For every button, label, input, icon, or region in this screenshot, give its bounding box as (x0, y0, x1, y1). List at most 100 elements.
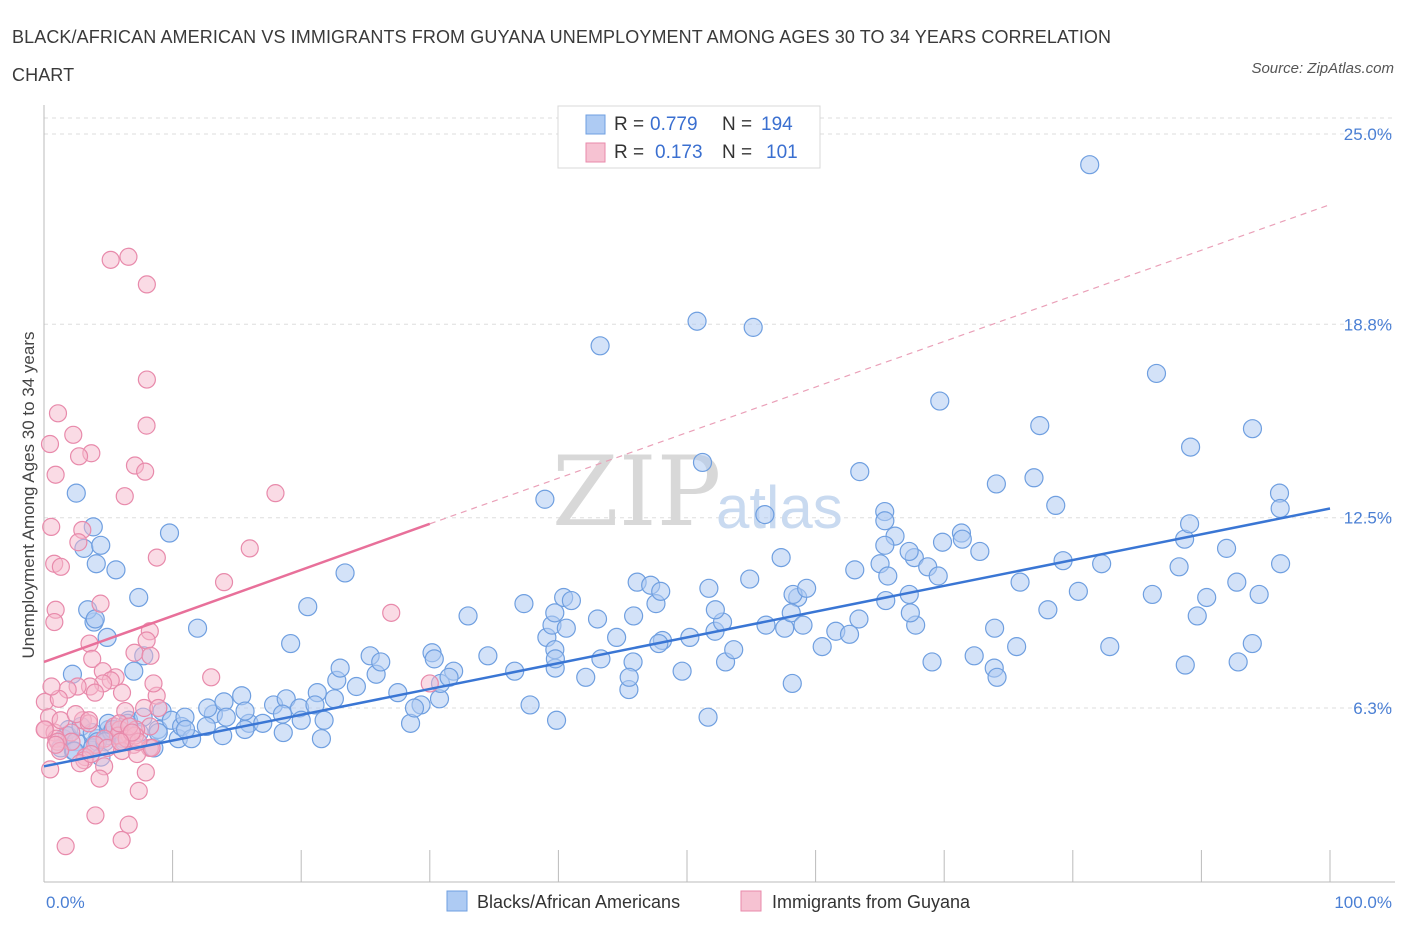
correlation-legend: R = 0.779 N = 194 R = 0.173 N = 101 (557, 105, 821, 169)
data-point-pink (266, 484, 285, 503)
chart-title: BLACK/AFRICAN AMERICAN VS IMMIGRANTS FRO… (12, 27, 1112, 85)
data-point-pink (86, 806, 105, 825)
data-point-blue (1010, 572, 1030, 592)
data-point-blue (743, 317, 763, 337)
data-point-blue (698, 707, 718, 727)
data-point-blue (1228, 652, 1248, 672)
data-point-blue (1180, 437, 1201, 457)
legend-n-value-2: 101 (766, 142, 798, 163)
data-point-blue (124, 661, 144, 681)
data-point-blue (1169, 557, 1189, 577)
x-tick-label: 100.0% (1334, 893, 1392, 912)
data-point-blue (624, 606, 644, 626)
data-point-blue (66, 483, 86, 503)
data-point-pink (141, 646, 160, 665)
data-point-pink (85, 683, 105, 702)
data-point-blue (1175, 655, 1195, 675)
data-point-blue (1146, 363, 1167, 384)
data-point-pink (144, 674, 163, 693)
data-point-blue (576, 667, 596, 687)
data-point-blue (970, 541, 990, 562)
data-point-blue (1092, 554, 1112, 574)
data-point-blue (987, 667, 1007, 687)
data-point-blue (314, 710, 334, 730)
legend-r-value-2: 0.173 (655, 142, 703, 163)
data-point-blue (672, 661, 692, 681)
data-point-blue (1100, 637, 1120, 657)
data-point-pink (81, 744, 101, 764)
data-point-pink (56, 837, 75, 856)
data-point-blue (1038, 600, 1058, 620)
data-point-pink (147, 548, 166, 567)
data-point-blue (705, 600, 725, 620)
data-point-blue (1046, 495, 1066, 516)
data-point-blue (590, 336, 610, 356)
watermark-zip: ZIP (552, 436, 721, 548)
data-point-blue (305, 695, 325, 715)
y-tick-label: 12.5% (1344, 509, 1392, 528)
data-point-pink (46, 735, 65, 754)
y-tick-label: 6.3% (1353, 699, 1392, 718)
data-point-pink (64, 425, 83, 444)
data-point-pink (136, 462, 155, 481)
data-point-blue (849, 609, 869, 629)
legend-r-label-2: R = (614, 142, 644, 163)
data-point-blue (1187, 606, 1207, 626)
data-point-blue (687, 311, 707, 331)
data-point-blue (324, 689, 344, 709)
data-point-blue (587, 609, 608, 629)
data-point-pink (42, 677, 61, 696)
trend-lines (43, 204, 1331, 768)
data-point-pink (119, 247, 138, 266)
data-point-blue (1180, 514, 1200, 534)
data-point-blue (281, 633, 301, 654)
data-point-blue (876, 590, 896, 611)
data-point-pink (119, 815, 138, 834)
data-point-blue (1068, 581, 1088, 601)
axes (43, 105, 1395, 883)
data-point-blue (839, 624, 860, 644)
data-point-pink (111, 732, 130, 751)
x-tick-label: 0.0% (46, 893, 85, 912)
data-point-blue (129, 587, 149, 608)
bottom-legend-swatch-pink (740, 890, 762, 912)
legend-n-label-1: N = (722, 114, 752, 135)
data-point-blue (91, 535, 111, 555)
data-point-pink (101, 250, 120, 269)
data-point-blue (928, 566, 948, 586)
data-point-pink (90, 769, 109, 788)
legend-r-value-1: 0.779 (650, 114, 698, 135)
legend-swatch-pink (585, 142, 606, 163)
data-point-blue (922, 652, 942, 672)
data-point-blue (1227, 572, 1247, 592)
data-point-blue (845, 560, 865, 580)
data-point-blue (797, 578, 817, 598)
data-point-blue (756, 615, 776, 635)
data-point-blue (388, 683, 408, 703)
data-point-blue (812, 637, 832, 657)
y-tick-label: 25.0% (1344, 125, 1392, 144)
data-point-blue (952, 529, 972, 549)
y-tick-label: 18.8% (1344, 315, 1392, 334)
data-point-pink (137, 275, 156, 294)
data-point-pink (129, 781, 148, 800)
data-point-blue (85, 609, 105, 629)
data-point-pink (69, 447, 89, 466)
data-point-pink (51, 557, 70, 576)
data-point-pink (83, 649, 102, 668)
bottom-legend-label-2: Immigrants from Guyana (772, 892, 971, 912)
data-point-blue (1024, 468, 1044, 488)
data-point-pink (202, 668, 221, 687)
data-point-blue (556, 618, 576, 638)
data-point-blue (771, 547, 791, 568)
data-point-blue (311, 729, 332, 749)
data-point-blue (986, 474, 1006, 494)
data-point-blue (198, 698, 218, 718)
y-axis-title: Unemployment Among Ages 30 to 34 years (19, 332, 38, 659)
watermark-atlas: atlas (716, 474, 843, 541)
data-point-blue (106, 560, 126, 580)
data-point-blue (651, 581, 671, 601)
data-point-blue (1242, 419, 1263, 439)
data-point-pink (79, 711, 99, 730)
